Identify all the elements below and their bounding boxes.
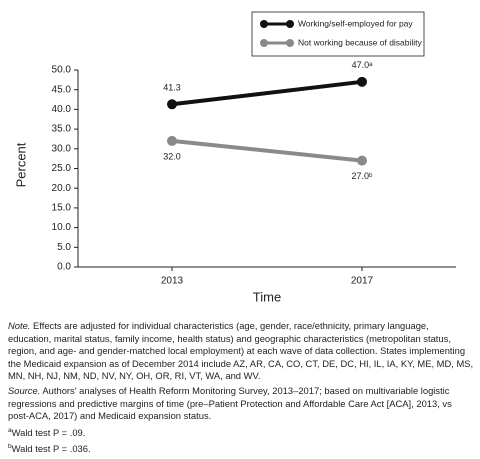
footnote-text: Wald test P = .09. [11, 426, 86, 438]
marker [167, 99, 177, 110]
data-label: 27.0ᵇ [352, 171, 374, 181]
footnote-mark: a [8, 426, 12, 434]
note-label: Note. [8, 320, 31, 331]
notes: Note. Effects are adjusted for individua… [8, 320, 474, 458]
y-tick-label: 40.0 [52, 104, 72, 115]
marker [167, 135, 177, 146]
legend-marker [286, 39, 294, 47]
legend-label: Not working because of disability [298, 37, 423, 47]
y-tick-label: 35.0 [52, 124, 72, 135]
source: Source. Authors' analyses of Health Refo… [8, 385, 474, 423]
legend-marker [260, 39, 268, 47]
chart: Percent Time 0.0 5.0 10.0 15.0 20.0 25.0 30.0 3… [13, 11, 456, 304]
y-tick-label: 10.0 [52, 222, 72, 233]
marker [357, 76, 367, 87]
series-line [171, 138, 363, 163]
y-axis-label: Percent [13, 142, 28, 187]
note-text: Effects are adjusted for individual char… [8, 320, 474, 382]
y-tick-label: 20.0 [52, 183, 72, 194]
footnote-mark: b [8, 443, 12, 451]
y-tick-label: 15.0 [52, 203, 72, 214]
note: Note. Effects are adjusted for individua… [8, 320, 474, 383]
legend-marker [286, 20, 294, 28]
y-tick-label: 50.0 [52, 65, 72, 76]
data-label: 32.0 [163, 151, 181, 161]
y-tick-label: 25.0 [52, 163, 72, 174]
footnote-text: Wald test P = .036. [11, 443, 91, 455]
series-line [171, 79, 363, 107]
x-axis-label: Time [253, 289, 281, 304]
source-label: Source. [8, 384, 41, 396]
legend-label: Working/self-employed for pay [298, 18, 413, 28]
y-tick-label: 45.0 [52, 84, 72, 95]
source-text: Authors' analyses of Health Reform Monit… [8, 384, 452, 422]
data-label: 47.0ᵃ [352, 60, 374, 70]
y-tick-label: 5.0 [57, 242, 71, 253]
footnote: bWald test P = .036. [8, 441, 474, 456]
x-tick-label: 2013 [161, 276, 184, 287]
y-tick-label: 0.0 [57, 262, 71, 273]
data-label: 41.3 [163, 83, 181, 93]
footnote: aWald test P = .09. [8, 425, 474, 440]
x-tick-label: 2017 [351, 276, 374, 287]
marker [357, 155, 367, 166]
legend-box [251, 11, 425, 57]
y-tick-label: 30.0 [52, 143, 72, 154]
legend-marker [260, 20, 268, 28]
